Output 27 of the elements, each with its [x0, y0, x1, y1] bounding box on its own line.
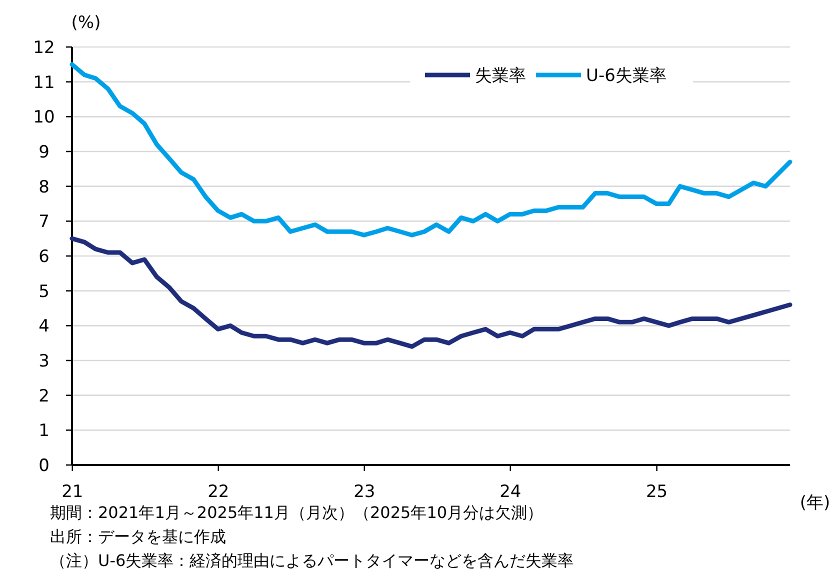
y-tick-label: 6 — [38, 247, 50, 267]
x-tick-label: 21 — [62, 482, 84, 502]
y-tick-label: 9 — [38, 142, 50, 162]
y-tick-label: 5 — [38, 282, 50, 302]
y-tick-label: 1 — [38, 421, 50, 442]
y-tick-label: 4 — [38, 316, 50, 337]
y-tick-label: 0 — [38, 456, 50, 476]
line-series — [70, 236, 792, 349]
y-tick-label: 3 — [38, 352, 50, 372]
x-tick-label: 24 — [500, 482, 522, 502]
line-series — [70, 62, 792, 238]
y-tick-label: 10 — [33, 108, 55, 128]
x-axis-title: (年) — [800, 493, 830, 513]
y-tick-label: 8 — [38, 177, 50, 198]
text: （注）U-6失業率：経済的理由によるパートタイマーなどを含んだ失業率 — [50, 551, 574, 570]
legend-label: 失業率 — [475, 66, 526, 86]
y-axis-title: (%) — [71, 13, 101, 33]
text: 出所：データを基に作成 — [50, 527, 226, 546]
text: 期間：2021年1月～2025年11月（月次）（2025年10月分は欠測） — [50, 503, 544, 522]
x-tick-label: 25 — [646, 482, 668, 502]
legend-label: U-6失業率 — [586, 66, 666, 86]
y-tick-label: 12 — [33, 38, 55, 58]
x-tick-label: 23 — [354, 482, 376, 502]
y-tick-label: 2 — [38, 386, 50, 406]
x-tick-label: 22 — [208, 482, 230, 502]
y-tick-label: 11 — [33, 72, 55, 93]
y-tick-label: 7 — [38, 212, 50, 232]
